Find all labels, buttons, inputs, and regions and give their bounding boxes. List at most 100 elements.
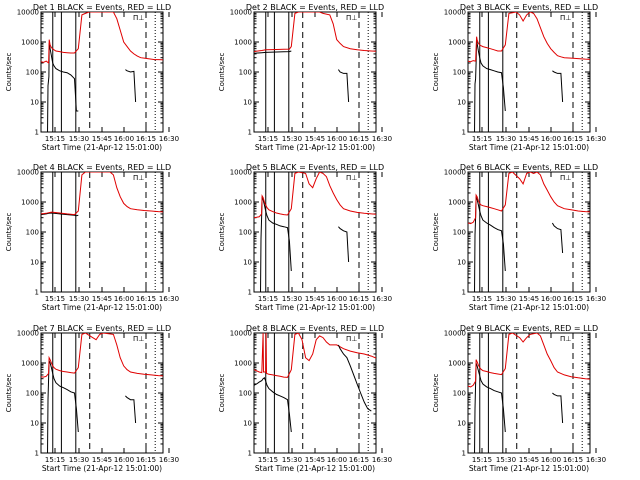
series-group xyxy=(254,333,376,433)
x-tick-label: 15:45 xyxy=(305,295,325,303)
x-tick-label: 16:15 xyxy=(563,295,583,303)
lld-series-line xyxy=(254,172,376,219)
plot-frame xyxy=(253,171,377,293)
panel-det-5: Det 5 BLACK = Events, RED = LLD 1 10 100 100… xyxy=(218,163,392,312)
y-axis-label: Counts/sec xyxy=(432,53,440,92)
y-tick-label: 100 xyxy=(453,69,466,77)
events-series-line xyxy=(41,212,79,217)
y-tick-label: 1 xyxy=(462,129,466,137)
y-tick-label: 100 xyxy=(453,229,466,237)
x-tick-label: 15:30 xyxy=(282,135,302,143)
y-tick-label: 100 xyxy=(239,69,252,77)
panel-title: Det 3 BLACK = Events, RED = LLD xyxy=(460,3,598,12)
x-tick-label: 15:30 xyxy=(69,135,89,143)
x-tick-label: 16:30 xyxy=(159,456,179,464)
x-tick-label: 16:00 xyxy=(114,295,134,303)
y-axis-label: Counts/sec xyxy=(432,213,440,252)
x-axis-label: Start Time (21-Apr-12 15:01:00) xyxy=(255,303,375,312)
x-tick-label: 16:00 xyxy=(327,295,347,303)
panel-det-6: Det 6 BLACK = Events, RED = LLD 1 10 100 100… xyxy=(432,163,606,312)
x-axis-label: Start Time (21-Apr-12 15:01:00) xyxy=(42,143,162,152)
series-group xyxy=(41,172,163,217)
lld-series-line xyxy=(41,12,163,65)
lld-series-line xyxy=(254,12,376,53)
y-tick-label: 10 xyxy=(457,259,466,267)
x-tick-label: 15:15 xyxy=(45,295,65,303)
plot-frame xyxy=(467,11,591,133)
x-tick-label: 15:15 xyxy=(258,295,278,303)
panel-det-3: Det 3 BLACK = Events, RED = LLD 1 10 100 100… xyxy=(432,3,606,152)
series-group xyxy=(254,172,376,292)
series-group xyxy=(468,172,590,292)
series-group xyxy=(468,333,590,453)
legend-glyph: Π⊥ xyxy=(346,14,357,22)
y-tick-label: 10000 xyxy=(230,169,252,177)
panel-title: Det 5 BLACK = Events, RED = LLD xyxy=(246,163,384,172)
y-tick-label: 100 xyxy=(239,390,252,398)
lld-series-line xyxy=(468,333,590,388)
lld-series-line xyxy=(468,172,590,225)
y-tick-label: 10000 xyxy=(17,9,39,17)
y-tick-label: 100 xyxy=(26,390,39,398)
x-axis-label: Start Time (21-Apr-12 15:01:00) xyxy=(42,303,162,312)
y-tick-label: 10 xyxy=(457,420,466,428)
x-tick-label: 15:15 xyxy=(472,135,492,143)
y-tick-label: 1 xyxy=(35,129,39,137)
panel-title: Det 4 BLACK = Events, RED = LLD xyxy=(33,163,171,172)
y-axis-label: Counts/sec xyxy=(218,374,226,413)
x-tick-label: 16:15 xyxy=(349,295,369,303)
lld-series-line xyxy=(41,333,163,378)
events-series-line xyxy=(125,395,137,424)
x-tick-label: 16:00 xyxy=(541,295,561,303)
y-tick-label: 10000 xyxy=(230,330,252,338)
panel-det-9: Det 9 BLACK = Events, RED = LLD 1 10 100 100… xyxy=(432,324,606,473)
events-series-line xyxy=(47,360,79,453)
lld-series-line xyxy=(41,172,163,216)
legend-glyph: Π⊥ xyxy=(133,335,144,343)
x-tick-label: 15:45 xyxy=(92,456,112,464)
events-series-line xyxy=(474,196,506,292)
y-tick-label: 10 xyxy=(30,259,39,267)
y-tick-label: 10000 xyxy=(17,169,39,177)
y-tick-label: 100 xyxy=(26,69,39,77)
x-tick-label: 16:15 xyxy=(349,135,369,143)
legend-glyph: Π⊥ xyxy=(346,174,357,182)
x-tick-label: 15:45 xyxy=(519,456,539,464)
y-tick-label: 10000 xyxy=(444,169,466,177)
x-tick-label: 16:15 xyxy=(563,456,583,464)
x-axis-label: Start Time (21-Apr-12 15:01:00) xyxy=(255,464,375,473)
y-tick-label: 1 xyxy=(248,450,252,458)
y-tick-label: 1000 xyxy=(21,199,39,207)
panel-title: Det 2 BLACK = Events, RED = LLD xyxy=(246,3,384,12)
x-tick-label: 15:45 xyxy=(305,135,325,143)
y-tick-label: 10 xyxy=(457,99,466,107)
events-series-line xyxy=(337,344,372,412)
events-series-line xyxy=(254,377,292,433)
x-tick-label: 15:30 xyxy=(282,456,302,464)
y-axis-label: Counts/sec xyxy=(432,374,440,413)
x-tick-label: 16:30 xyxy=(372,295,392,303)
x-tick-label: 15:15 xyxy=(258,135,278,143)
lld-series-line xyxy=(468,12,590,63)
y-axis-label: Counts/sec xyxy=(5,374,13,413)
legend-glyph: Π⊥ xyxy=(560,14,571,22)
y-tick-label: 1 xyxy=(35,450,39,458)
panel-title: Det 6 BLACK = Events, RED = LLD xyxy=(460,163,598,172)
x-tick-label: 16:00 xyxy=(327,135,347,143)
y-tick-label: 10000 xyxy=(444,9,466,17)
panel-det-4: Det 4 BLACK = Events, RED = LLD 1 10 100 100… xyxy=(5,163,179,312)
x-tick-label: 15:15 xyxy=(258,456,278,464)
x-axis-label: Start Time (21-Apr-12 15:01:00) xyxy=(469,303,589,312)
x-axis-label: Start Time (21-Apr-12 15:01:00) xyxy=(469,143,589,152)
y-tick-label: 10 xyxy=(243,259,252,267)
x-tick-label: 15:30 xyxy=(496,456,516,464)
x-tick-label: 16:00 xyxy=(114,456,134,464)
y-axis-label: Counts/sec xyxy=(5,53,13,92)
x-tick-label: 16:15 xyxy=(136,135,156,143)
y-tick-label: 1000 xyxy=(234,360,252,368)
x-tick-label: 15:45 xyxy=(92,295,112,303)
y-tick-label: 10 xyxy=(30,99,39,107)
y-tick-label: 1000 xyxy=(234,199,252,207)
x-tick-label: 16:30 xyxy=(586,295,606,303)
x-tick-label: 16:15 xyxy=(349,456,369,464)
